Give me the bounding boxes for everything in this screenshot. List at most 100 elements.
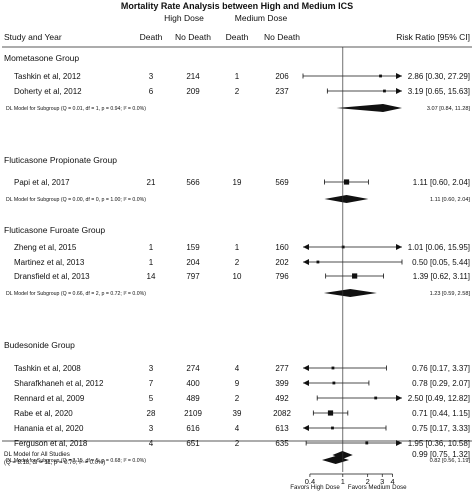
risk-ratio-label: 0.76 [0.17, 3.37] — [412, 364, 470, 373]
subgroup-model-label: DL Model for Subgroup (Q = 0.00, df = 0,… — [6, 197, 146, 203]
favors-high-dose-label: Favors High Dose — [290, 484, 340, 491]
medium-dose-no-death: 796 — [275, 272, 289, 281]
subgroup-diamond — [323, 289, 377, 297]
axis-tick-label: 2 — [366, 477, 370, 486]
study-name: Rabe et al, 2020 — [14, 409, 73, 418]
high-dose-no-death: 400 — [186, 379, 200, 388]
high-dose-death: 4 — [149, 439, 154, 448]
subgroup-model-label: DL Model for Subgroup (Q = 0.01, df = 1,… — [6, 106, 146, 112]
ci-arrow-right — [396, 440, 402, 446]
high-dose-death: 3 — [149, 72, 154, 81]
ci-arrow-left — [303, 365, 309, 371]
high-dose-death: 1 — [149, 243, 154, 252]
axis-tick-label: 1 — [341, 477, 345, 486]
point-estimate — [379, 74, 382, 78]
high-dose-no-death: 209 — [186, 87, 200, 96]
axis-tick-label: 3 — [380, 477, 384, 486]
risk-ratio-label: 2.50 [0.49, 12.82] — [408, 394, 470, 403]
ci-arrow-right — [396, 73, 402, 79]
medium-dose-no-death: 492 — [275, 394, 289, 403]
medium-dose-no-death: 635 — [275, 439, 289, 448]
risk-ratio-label: 1.39 [0.62, 3.11] — [413, 272, 470, 281]
point-estimate — [365, 441, 369, 445]
point-estimate — [332, 381, 336, 385]
high-dose-no-death: 616 — [186, 424, 200, 433]
medium-dose-no-death: 237 — [275, 87, 289, 96]
ci-arrow-left — [303, 244, 309, 250]
ci-arrow-left — [303, 259, 309, 265]
point-estimate — [327, 410, 334, 416]
high-dose-death: 7 — [149, 379, 154, 388]
group-b-header: Medium Dose — [235, 13, 288, 23]
point-estimate — [352, 273, 358, 279]
high-dose-no-death: 651 — [186, 439, 200, 448]
subgroup-model-label: DL Model for Subgroup (Q = 3.15, df = 5,… — [6, 458, 146, 464]
medium-dose-no-death: 206 — [275, 72, 289, 81]
medium-dose-death: 4 — [235, 424, 240, 433]
ratio-column-header: Risk Ratio [95% CI] — [396, 32, 470, 42]
medium-dose-no-death: 569 — [275, 178, 289, 187]
overall-model-label: DL Model for All Studies — [4, 451, 70, 458]
ci-arrow-right — [396, 395, 402, 401]
medium-dose-death: 19 — [233, 178, 242, 187]
ci-arrow-right — [396, 244, 402, 250]
medium-dose-death: 2 — [235, 258, 240, 267]
study-name: Doherty et al, 2012 — [14, 87, 82, 96]
medium-dose-death: 2 — [235, 394, 240, 403]
overall-ci-label: 0.99 [0.75, 1.32] — [412, 450, 470, 459]
high-dose-death: 3 — [149, 364, 154, 373]
high-dose-no-death: 566 — [186, 178, 200, 187]
high-dose-death: 6 — [149, 87, 154, 96]
high-dose-no-death: 2109 — [184, 409, 202, 418]
medium-dose-no-death: 160 — [275, 243, 289, 252]
b-death-header: Death — [226, 32, 249, 42]
study-column-header: Study and Year — [4, 32, 62, 42]
study-name: Zheng et al, 2015 — [14, 243, 77, 252]
point-estimate — [341, 245, 345, 249]
high-dose-death: 21 — [147, 178, 156, 187]
medium-dose-no-death: 399 — [275, 379, 289, 388]
group-a-header: High Dose — [164, 13, 204, 23]
ci-arrow-left — [303, 380, 309, 386]
medium-dose-no-death: 613 — [275, 424, 289, 433]
medium-dose-death: 39 — [233, 409, 242, 418]
study-name: Martinez et al, 2013 — [14, 258, 85, 267]
a-death-header: Death — [140, 32, 163, 42]
high-dose-death: 1 — [149, 258, 154, 267]
risk-ratio-label: 2.86 [0.30, 27.29] — [408, 72, 470, 81]
study-name: Rennard et al, 2009 — [14, 394, 85, 403]
medium-dose-no-death: 2082 — [273, 409, 291, 418]
group-heading: Budesonide Group — [4, 340, 75, 350]
high-dose-death: 5 — [149, 394, 154, 403]
risk-ratio-label: 0.50 [0.05, 5.44] — [412, 258, 470, 267]
subgroup-model-label: DL Model for Subgroup (Q = 0.66, df = 2,… — [6, 291, 146, 297]
study-name: Papi et al, 2017 — [14, 178, 70, 187]
study-name: Hanania et al, 2020 — [14, 424, 84, 433]
medium-dose-death: 1 — [235, 243, 240, 252]
point-estimate — [331, 426, 334, 430]
chart-title: Mortality Rate Analysis between High and… — [121, 1, 353, 11]
high-dose-no-death: 274 — [186, 364, 200, 373]
high-dose-no-death: 204 — [186, 258, 200, 267]
x-axis: 0.4 1 2 3 4 Favors High Dose Favors Medium Dos… — [290, 473, 407, 491]
group-heading: Fluticasone Propionate Group — [4, 155, 117, 165]
high-dose-death: 3 — [149, 424, 154, 433]
study-name: Dransfield et al, 2013 — [14, 272, 90, 281]
medium-dose-death: 9 — [235, 379, 240, 388]
study-name: Sharafkhaneh et al, 2012 — [14, 379, 104, 388]
medium-dose-death: 10 — [233, 272, 242, 281]
point-estimate — [383, 89, 386, 93]
medium-dose-no-death: 202 — [275, 258, 289, 267]
study-name: Tashkin et al, 2012 — [14, 72, 81, 81]
study-name: Ferguson et al, 2018 — [14, 439, 88, 448]
group-heading: Fluticasone Furoate Group — [4, 225, 105, 235]
risk-ratio-label: 0.75 [0.17, 3.33] — [412, 424, 470, 433]
subgroup-diamond — [336, 104, 402, 112]
favors-medium-dose-label: Favors Medium Dose — [348, 484, 407, 491]
point-estimate — [316, 260, 320, 264]
high-dose-no-death: 797 — [186, 272, 200, 281]
medium-dose-death: 1 — [235, 72, 240, 81]
point-estimate — [343, 179, 350, 185]
